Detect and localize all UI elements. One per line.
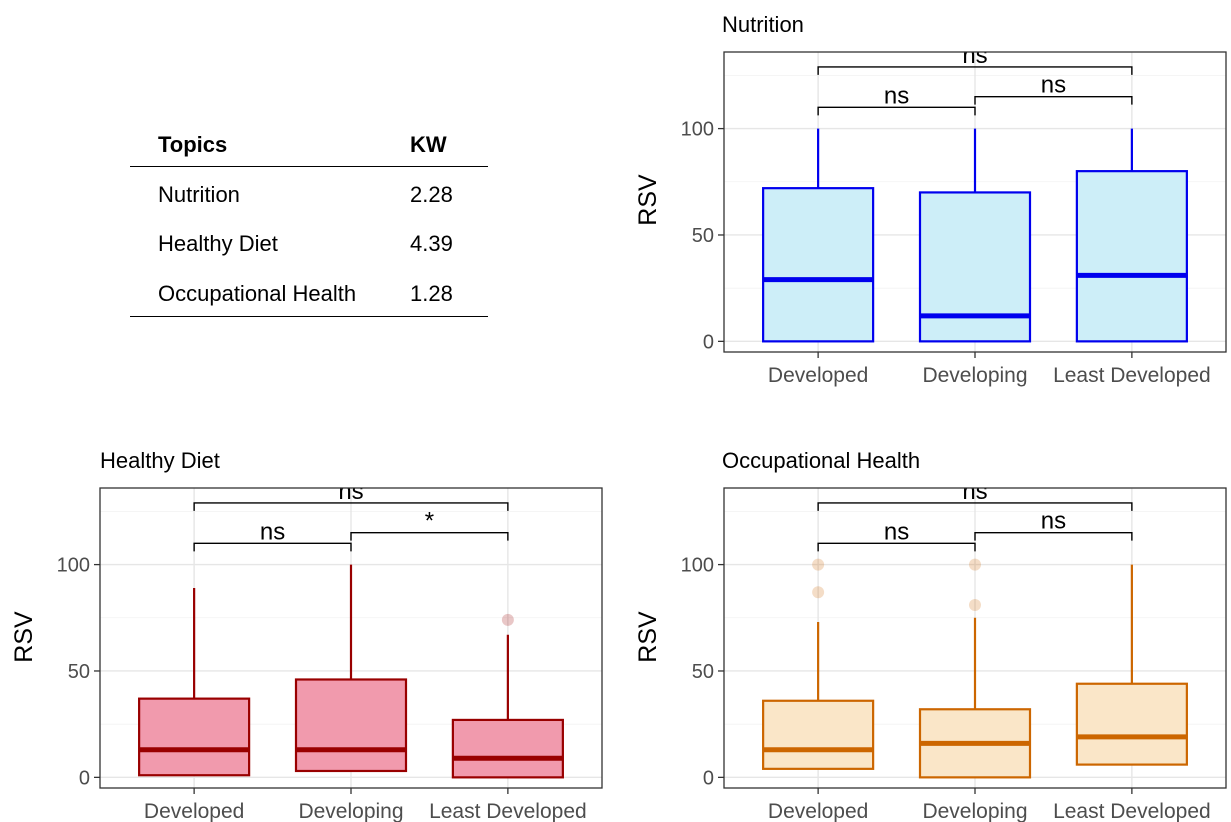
comparison-label: ns [884,518,909,545]
x-tick-label: Developed [768,800,868,822]
chart-panel: ns ns ns 0 50 100 Developed Developing Least Dev… [634,478,1227,822]
box-iqr [451,718,564,779]
comparison-label: ns [1041,72,1066,99]
chart-panel: ns * ns 0 50 100 Developed Developing Least Deve… [10,478,603,822]
box-outlier [812,586,825,599]
comparison-brackets: ns ns ns [817,42,1133,116]
table-header-kw: KW [410,132,447,157]
x-tick-label: Developing [298,800,403,822]
comparison-brackets: ns * ns [193,478,509,552]
comparison-label: ns [884,82,909,109]
y-tick-label: 50 [692,225,714,247]
table-header-topics: Topics [158,132,228,157]
comparison-bracket [817,542,976,552]
chart-title-healthy-diet: Healthy Diet [100,448,220,473]
y-axis-title: RSV [10,611,38,663]
box-iqr [294,678,408,773]
y-tick-label: 0 [79,767,90,789]
x-tick-label: Least Developed [1053,364,1211,387]
chart-title-occupational-health: Occupational Health [722,448,921,473]
box-iqr [918,191,1032,343]
box-outlier [812,558,825,571]
box-iqr [138,697,251,777]
box-iqr [762,699,875,770]
box-outlier [969,558,981,571]
comparison-brackets: ns ns ns [817,478,1133,552]
comparison-bracket [817,66,1133,75]
table-header-rule [130,166,488,167]
y-tick-label: 100 [681,555,714,577]
chart-title-nutrition: Nutrition [722,12,804,37]
comparison-label: ns [338,478,363,505]
comparison-bracket [193,542,352,552]
x-tick-label: Least Developed [1053,800,1211,822]
y-axis-title: RSV [634,174,662,226]
comparison-label: ns [962,478,987,505]
table-row-kw: 2.28 [410,182,453,207]
comparison-bracket [974,95,1133,105]
y-tick-label: 50 [692,661,714,683]
box-outlier [501,613,514,626]
table-bottom-rule [130,316,488,317]
comparison-label: ns [260,518,285,545]
x-tick-label: Least Developed [429,800,587,822]
table-row-topic: Healthy Diet [158,231,278,256]
x-tick-label: Developing [922,364,1027,387]
y-tick-label: 100 [681,119,714,141]
box-outlier [969,599,981,612]
table-row-kw: 4.39 [410,231,453,256]
box-iqr [1075,682,1188,766]
comparison-bracket [193,502,509,511]
y-tick-label: 50 [68,661,90,683]
box-iqr [1075,170,1188,343]
y-tick-label: 0 [703,331,714,353]
comparison-bracket [817,106,976,116]
table-row-topic: Occupational Health [158,281,357,306]
table-row-kw: 1.28 [410,281,453,306]
table-row-topic: Nutrition [158,182,240,207]
comparison-bracket [817,502,1133,511]
comparison-label: ns [962,42,987,69]
comparison-bracket [974,531,1133,541]
comparison-label: ns [1041,508,1066,535]
y-tick-label: 0 [703,767,714,789]
y-tick-label: 100 [57,555,90,577]
comparison-label: * [425,508,434,535]
comparison-bracket [350,531,509,541]
x-tick-label: Developed [768,364,868,387]
box-iqr [762,187,875,343]
chart-panel: ns ns ns 0 50 100 Developed Developing Least Dev… [634,42,1227,387]
x-tick-label: Developing [922,800,1027,822]
y-axis-title: RSV [634,611,662,663]
x-tick-label: Developed [144,800,244,822]
